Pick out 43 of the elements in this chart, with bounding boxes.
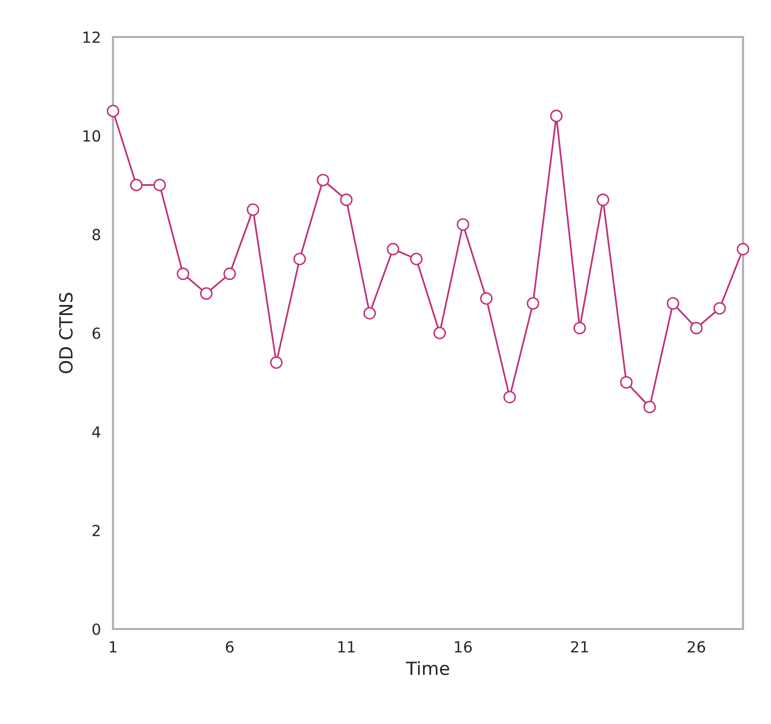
y-tick-label: 2 bbox=[92, 524, 100, 536]
point bbox=[643, 400, 656, 414]
x-tick-label: 6 bbox=[226, 641, 234, 653]
point bbox=[293, 252, 306, 266]
point bbox=[106, 104, 120, 118]
y-tick-label: 4 bbox=[92, 426, 100, 438]
y-tick-label: 12 bbox=[83, 31, 100, 43]
point bbox=[176, 268, 190, 280]
point bbox=[480, 292, 493, 305]
point bbox=[456, 218, 470, 231]
point bbox=[713, 302, 726, 315]
point bbox=[340, 194, 353, 206]
point bbox=[596, 194, 610, 206]
x-tick-label: 11 bbox=[338, 641, 355, 652]
point bbox=[550, 110, 563, 122]
point bbox=[573, 322, 586, 334]
point bbox=[200, 287, 213, 300]
point bbox=[223, 268, 236, 280]
point bbox=[620, 376, 633, 389]
point bbox=[386, 242, 400, 256]
x-tick-label: 1 bbox=[110, 641, 116, 652]
point bbox=[433, 326, 446, 340]
y-tick-label: 6 bbox=[92, 327, 100, 340]
x-tick-label: 26 bbox=[688, 641, 706, 653]
x-tick-label: 21 bbox=[571, 641, 588, 652]
point bbox=[316, 174, 330, 186]
point bbox=[503, 390, 516, 404]
point bbox=[246, 203, 260, 216]
y-tick-label: 10 bbox=[83, 130, 100, 142]
x-tick-label: 16 bbox=[454, 641, 472, 653]
y-axis-title: OD CTNS bbox=[59, 292, 73, 374]
point bbox=[130, 178, 143, 192]
y-tick-label: 8 bbox=[92, 228, 100, 240]
point bbox=[736, 242, 750, 256]
point bbox=[666, 297, 680, 310]
point bbox=[526, 297, 540, 310]
point bbox=[270, 356, 283, 369]
point bbox=[690, 322, 703, 334]
point bbox=[363, 307, 376, 320]
point bbox=[410, 252, 423, 266]
point bbox=[153, 178, 166, 192]
y-tick-label: 0 bbox=[92, 623, 100, 636]
x-axis-title: Time bbox=[406, 661, 450, 676]
